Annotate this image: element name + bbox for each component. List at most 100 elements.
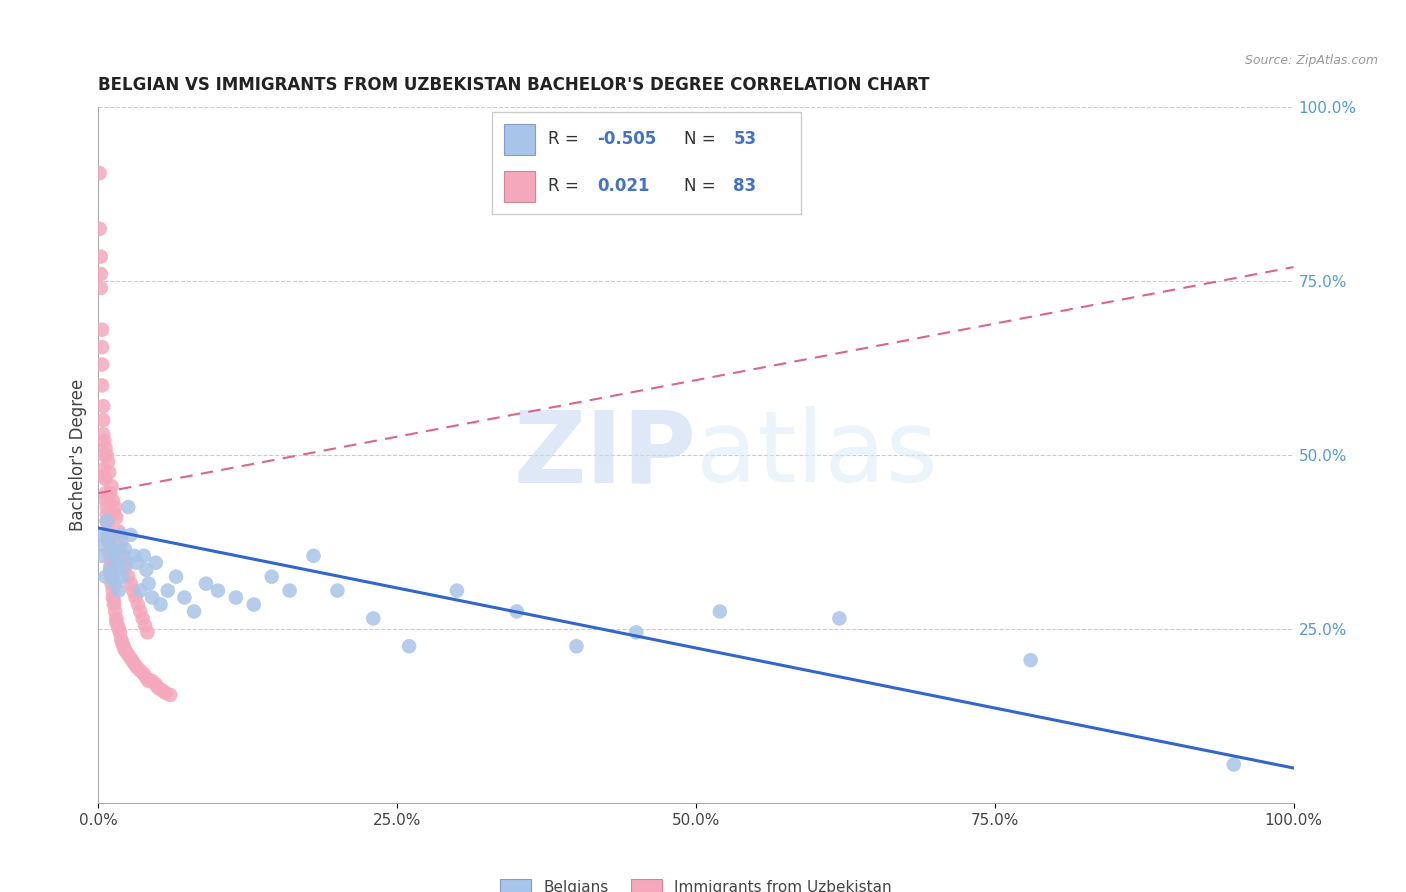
Point <box>156 583 179 598</box>
Point <box>91 358 114 372</box>
Point <box>114 541 136 556</box>
Point <box>124 657 146 671</box>
Point <box>122 583 145 598</box>
Point <box>107 563 129 577</box>
Point <box>145 677 167 691</box>
Point <box>150 683 173 698</box>
Point <box>97 517 120 532</box>
Bar <box>505 171 536 202</box>
Point <box>104 576 127 591</box>
Point <box>93 462 115 476</box>
Point <box>89 222 111 236</box>
Point <box>100 541 122 556</box>
Point <box>91 549 114 563</box>
Point <box>125 660 148 674</box>
Point <box>98 534 121 549</box>
Point <box>108 541 131 556</box>
Point <box>98 486 122 500</box>
Point <box>105 510 128 524</box>
Text: R =: R = <box>548 130 583 148</box>
Point <box>107 618 129 632</box>
Point <box>120 528 142 542</box>
Point <box>159 688 181 702</box>
Point <box>111 570 134 584</box>
Point <box>326 583 349 598</box>
Point <box>124 549 146 563</box>
Point <box>135 671 157 685</box>
Point <box>183 605 205 619</box>
Point <box>120 576 142 591</box>
Point <box>117 570 139 584</box>
Text: 83: 83 <box>734 178 756 195</box>
Text: 0.021: 0.021 <box>598 178 650 195</box>
FancyBboxPatch shape <box>492 112 801 214</box>
Point <box>108 625 131 640</box>
Point <box>260 570 283 584</box>
Point <box>112 549 135 563</box>
Point <box>132 667 155 681</box>
Text: Source: ZipAtlas.com: Source: ZipAtlas.com <box>1244 54 1378 67</box>
Point <box>101 583 124 598</box>
Point <box>145 556 167 570</box>
Point <box>93 538 115 552</box>
Point <box>195 576 218 591</box>
Point <box>100 479 122 493</box>
Point <box>105 611 128 625</box>
Point <box>1223 757 1246 772</box>
Point <box>136 625 159 640</box>
Point <box>93 434 115 448</box>
Point <box>98 566 122 581</box>
Point <box>90 267 112 281</box>
Point <box>97 532 120 546</box>
Point <box>125 556 148 570</box>
Point <box>127 598 149 612</box>
Point <box>115 646 138 660</box>
Point <box>91 413 114 427</box>
Point <box>626 625 648 640</box>
Text: 53: 53 <box>734 130 756 148</box>
Point <box>100 576 122 591</box>
Point <box>93 448 115 462</box>
Point <box>96 514 118 528</box>
Point <box>96 514 118 528</box>
Text: atlas: atlas <box>696 407 938 503</box>
Point <box>1019 653 1042 667</box>
Point <box>141 674 163 689</box>
Point <box>115 559 138 574</box>
Point <box>103 598 125 612</box>
Point <box>110 528 132 542</box>
Point <box>138 674 160 689</box>
Point <box>97 455 120 469</box>
Text: ZIP: ZIP <box>513 407 696 503</box>
Point <box>98 559 122 574</box>
Point <box>100 570 122 584</box>
Point <box>135 563 157 577</box>
Point <box>105 556 128 570</box>
Point <box>93 468 115 483</box>
Point <box>98 466 121 480</box>
Point <box>131 611 153 625</box>
Point <box>165 570 187 584</box>
Point <box>363 611 385 625</box>
Point <box>112 639 135 653</box>
Point <box>103 549 125 563</box>
Point <box>446 583 468 598</box>
Text: -0.505: -0.505 <box>598 130 657 148</box>
Point <box>173 591 195 605</box>
Point <box>98 563 122 577</box>
Point <box>111 636 134 650</box>
Point <box>141 591 163 605</box>
Point <box>107 583 129 598</box>
Point <box>107 524 129 539</box>
Point <box>94 472 117 486</box>
Point <box>96 448 118 462</box>
Point <box>104 605 127 619</box>
Point <box>114 642 136 657</box>
Point <box>132 549 155 563</box>
Point <box>91 378 114 392</box>
Legend: Belgians, Immigrants from Uzbekistan: Belgians, Immigrants from Uzbekistan <box>494 873 898 892</box>
Point <box>91 340 114 354</box>
Point <box>91 427 114 442</box>
Text: N =: N = <box>683 130 721 148</box>
Point <box>278 583 301 598</box>
